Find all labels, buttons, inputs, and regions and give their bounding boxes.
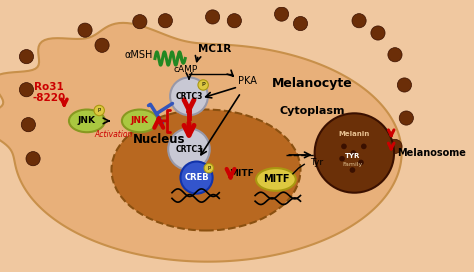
Text: P: P [207, 166, 210, 171]
Circle shape [94, 105, 104, 116]
Circle shape [78, 23, 92, 37]
Circle shape [181, 162, 213, 194]
Circle shape [350, 167, 356, 173]
Circle shape [227, 14, 241, 28]
Text: Melanin: Melanin [339, 131, 370, 137]
Circle shape [274, 7, 289, 21]
Text: MITF: MITF [228, 169, 254, 178]
Text: Melanosome: Melanosome [397, 148, 466, 158]
Circle shape [21, 118, 36, 132]
Circle shape [293, 17, 308, 31]
Circle shape [361, 144, 366, 149]
Ellipse shape [122, 110, 158, 132]
Circle shape [26, 152, 40, 166]
Text: Tyr: Tyr [310, 158, 323, 167]
Text: Melanocyte: Melanocyte [272, 77, 352, 89]
Text: cAMP: cAMP [173, 65, 197, 74]
Text: Cytoplasm: Cytoplasm [279, 106, 345, 116]
Text: MC1R: MC1R [199, 44, 232, 54]
Text: JNK: JNK [131, 116, 149, 125]
Circle shape [95, 38, 109, 52]
Text: JNK: JNK [78, 116, 96, 125]
Circle shape [352, 14, 366, 28]
Circle shape [371, 26, 385, 40]
Circle shape [351, 150, 356, 156]
Text: TYR: TYR [345, 153, 360, 159]
Circle shape [399, 111, 413, 125]
Text: Activation: Activation [94, 130, 133, 139]
Ellipse shape [256, 168, 296, 191]
Circle shape [388, 48, 402, 62]
Circle shape [315, 113, 394, 193]
Circle shape [339, 156, 345, 162]
Circle shape [168, 128, 210, 170]
Ellipse shape [69, 110, 105, 132]
Circle shape [397, 78, 411, 92]
Circle shape [19, 50, 34, 64]
Text: CRTC3: CRTC3 [175, 145, 203, 154]
Ellipse shape [111, 110, 301, 230]
Polygon shape [0, 23, 401, 262]
Circle shape [204, 163, 214, 173]
Circle shape [388, 139, 402, 153]
Text: CREB: CREB [184, 173, 209, 182]
Text: Nucleus: Nucleus [133, 133, 185, 146]
Text: P: P [98, 108, 101, 113]
Text: αMSH: αMSH [125, 50, 153, 60]
Text: P: P [201, 82, 205, 88]
Text: MITF: MITF [263, 174, 289, 184]
Circle shape [358, 160, 364, 165]
Text: PKA: PKA [238, 76, 257, 86]
Circle shape [158, 14, 173, 28]
Text: Ro31
-8220: Ro31 -8220 [33, 82, 66, 103]
Circle shape [19, 83, 34, 97]
Circle shape [170, 78, 208, 115]
Circle shape [198, 80, 209, 90]
Circle shape [341, 144, 347, 149]
Circle shape [206, 10, 219, 24]
Text: CRTC3: CRTC3 [175, 92, 203, 101]
Circle shape [133, 15, 147, 29]
Text: Family: Family [342, 162, 363, 167]
